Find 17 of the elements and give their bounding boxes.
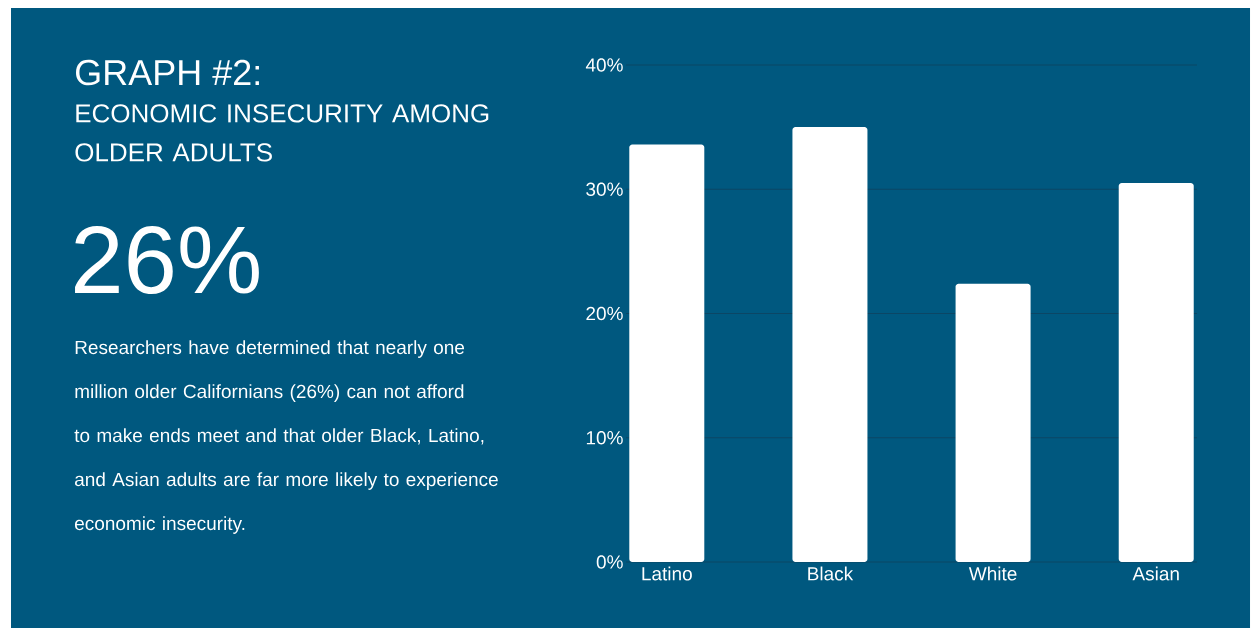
x-tick-label: Latino bbox=[642, 566, 692, 581]
y-tick-label: 10% bbox=[586, 431, 623, 445]
y-tick-label: 20% bbox=[586, 306, 623, 321]
text: GRAPH #2: bbox=[76, 59, 259, 86]
text: Researchers have determined that nearly one million older Californians (26%) can not afford to make ends meet and that older Black, Latino, and Asian adults are far more likely to experience economic insecurity. bbox=[74, 340, 498, 534]
text: ECONOMIC INSECURITY AMONG OLDER ADULTS bbox=[75, 104, 489, 162]
x-tick-label: White bbox=[968, 566, 1017, 581]
bar bbox=[1118, 183, 1194, 562]
y-tick-label: 0% bbox=[596, 555, 623, 569]
text: 26% bbox=[75, 225, 259, 294]
y-tick-label: 40% bbox=[585, 58, 623, 72]
x-tick-label: Asian bbox=[1132, 566, 1179, 581]
bar bbox=[629, 144, 705, 562]
bar bbox=[955, 283, 1031, 562]
bar bbox=[792, 127, 868, 562]
y-tick-label: 30% bbox=[586, 182, 623, 196]
x-tick-label: Black bbox=[808, 566, 854, 581]
